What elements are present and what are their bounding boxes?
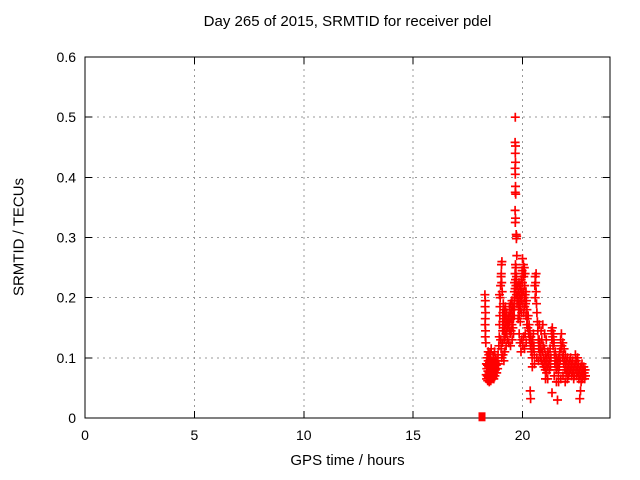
data-point-plus (540, 329, 550, 339)
data-point-plus (520, 269, 530, 279)
data-point-plus (507, 335, 517, 345)
data-point-plus (500, 347, 510, 357)
y-tick-label: 0.5 (57, 109, 77, 125)
data-point-plus (510, 218, 520, 227)
data-point-plus (497, 278, 507, 288)
data-point-plus (553, 368, 563, 378)
data-point-plus (523, 311, 533, 321)
x-tick-label: 20 (515, 427, 531, 443)
y-tick-label: 0.3 (57, 230, 77, 246)
data-point-plus (531, 278, 541, 288)
data-point-plus (531, 287, 541, 297)
data-point-plus (520, 281, 530, 291)
data-point-plus (485, 348, 495, 358)
data-point-plus (532, 308, 542, 318)
data-point-plus (510, 169, 520, 179)
data-point-plus (512, 251, 522, 261)
tick-labels: 0 5 10 15 20 0 0.1 0.2 0.3 0.4 0.5 0.6 (57, 49, 531, 443)
data-point-plus (492, 368, 502, 378)
data-point-plus (556, 329, 566, 339)
data-point-plus (511, 189, 521, 199)
data-point-plus (553, 395, 562, 405)
data-point-plus (549, 329, 559, 339)
data-point-plus (559, 344, 569, 354)
data-point-plus (493, 359, 503, 369)
data-point-plus (510, 205, 520, 215)
x-axis-label: GPS time / hours (290, 452, 405, 469)
x-tick-label: 15 (405, 427, 421, 443)
data-point-plus (506, 341, 515, 351)
series-srmtid-points (480, 112, 590, 405)
data-point-plus (496, 269, 506, 279)
data-point-plus (532, 299, 541, 309)
data-point-plus (581, 371, 590, 381)
data-point-plus (549, 338, 559, 348)
data-point-plus (497, 287, 507, 297)
data-point-plus (575, 394, 585, 404)
data-point-plus (510, 112, 520, 122)
data-point-plus (547, 388, 557, 398)
data-point-plus (576, 386, 585, 396)
data-point-plus (530, 293, 540, 303)
x-tick-label: 0 (81, 427, 89, 443)
data-point-plus (529, 341, 539, 351)
chart-title: Day 265 of 2015, SRMTID for receiver pde… (203, 13, 492, 30)
data-point-plus (499, 356, 509, 366)
series-start-flag (478, 412, 486, 422)
y-tick-label: 0 (68, 410, 76, 426)
data-point-plus (520, 344, 529, 354)
data-point-plus (515, 317, 525, 327)
x-tick-label: 10 (296, 427, 312, 443)
data-point-plus (511, 263, 521, 273)
y-axis-label: SRMTID / TECUs (10, 177, 28, 297)
data-point-plus (521, 287, 531, 297)
data-point-plus (525, 386, 535, 396)
data-point-plus (573, 353, 583, 363)
y-tick-label: 0.1 (57, 350, 77, 366)
x-tick-label: 5 (191, 427, 199, 443)
data-point-plus (538, 320, 548, 330)
y-tick-label: 0.6 (57, 49, 77, 65)
data-point-plus (543, 374, 553, 384)
data-point-plus (558, 338, 568, 348)
data-point-plus (518, 254, 527, 264)
data-point-plus (497, 257, 507, 267)
data-point-plus (481, 338, 491, 348)
data-point-plus (511, 234, 521, 244)
y-tick-label: 0.4 (57, 169, 77, 185)
data-point-square (478, 412, 486, 422)
data-point-plus (521, 296, 531, 306)
data-point-plus (495, 293, 505, 303)
data-point-plus (510, 148, 520, 158)
data-point-plus (531, 269, 541, 279)
data-point-plus (522, 305, 532, 315)
data-point-plus (526, 394, 536, 404)
plot-border (84, 56, 611, 419)
data-point-plus (547, 323, 557, 333)
y-tick-label: 0.2 (57, 290, 77, 306)
